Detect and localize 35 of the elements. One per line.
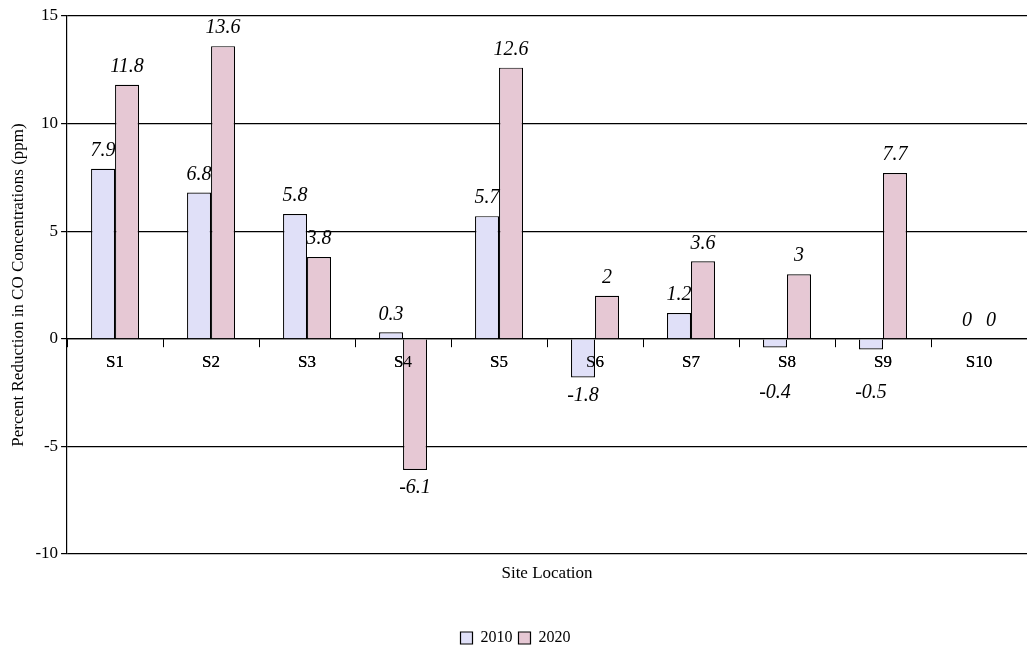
y-tick-label: 15 bbox=[41, 5, 59, 25]
x-tick-label: S5 bbox=[490, 352, 509, 372]
legend-label: 2010 bbox=[480, 628, 513, 646]
data-label: -0.5 bbox=[855, 380, 887, 403]
data-label: 7.7 bbox=[882, 142, 909, 165]
x-tick-label: S8 bbox=[778, 352, 796, 372]
data-label: 13.6 bbox=[205, 15, 241, 38]
y-tick-label: 5 bbox=[49, 220, 59, 240]
data-label: -0.4 bbox=[759, 380, 791, 403]
data-label: 0 bbox=[986, 308, 996, 331]
data-label: 0 bbox=[962, 308, 972, 331]
x-tick-label: S7 bbox=[682, 352, 701, 372]
data-label: 11.8 bbox=[110, 54, 144, 77]
data-label: -1.8 bbox=[567, 382, 599, 405]
data-label: 3 bbox=[793, 243, 805, 266]
data-label: 7.9 bbox=[90, 138, 116, 161]
data-label: 12.6 bbox=[493, 36, 529, 59]
x-tick-label: S9 bbox=[874, 352, 892, 372]
x-tick-label: S10 bbox=[965, 352, 993, 372]
data-label: -6.1 bbox=[399, 475, 431, 498]
y-axis-title: Percent Reduction in CO Concentrations (ppm) bbox=[7, 123, 27, 447]
data-label: 3.6 bbox=[689, 230, 716, 253]
y-tick-label: -5 bbox=[43, 435, 59, 455]
x-tick-label: S1 bbox=[106, 352, 125, 372]
x-axis-title: Site Location bbox=[501, 563, 594, 583]
data-label: 5.8 bbox=[282, 183, 308, 206]
x-tick-label: S2 bbox=[202, 352, 221, 372]
x-tick-label: S3 bbox=[298, 352, 317, 372]
data-label: 1.2 bbox=[666, 282, 692, 305]
y-tick-label: 10 bbox=[41, 113, 59, 133]
legend-label: 2020 bbox=[538, 628, 571, 646]
y-tick-label: -10 bbox=[35, 543, 59, 563]
data-label: 0.3 bbox=[378, 301, 404, 324]
y-tick-label: 0 bbox=[49, 328, 59, 348]
data-label: 2 bbox=[602, 265, 613, 288]
